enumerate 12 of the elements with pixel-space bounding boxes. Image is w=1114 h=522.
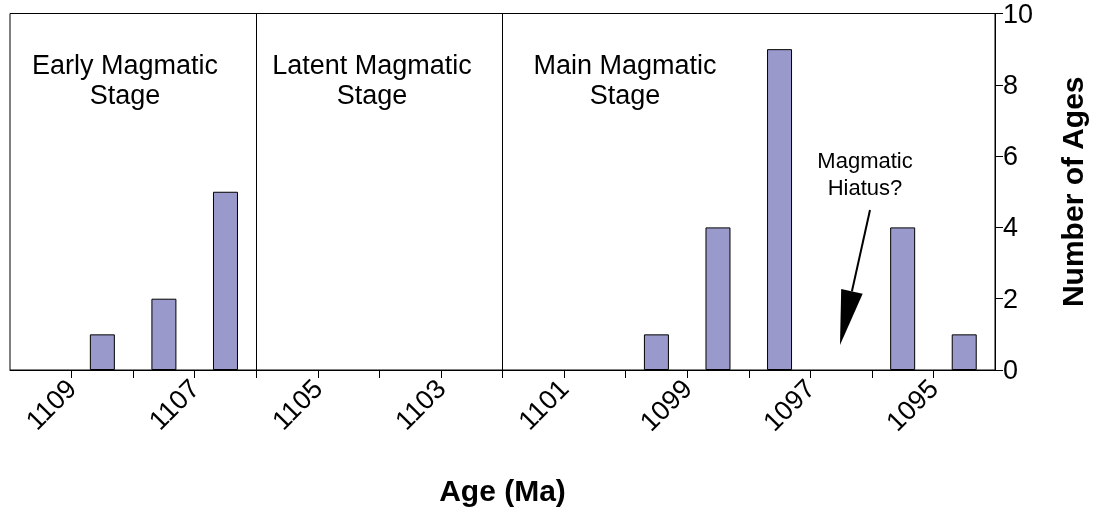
- y-tick-label: 4: [1003, 212, 1019, 243]
- x-axis-title: Age (Ma): [439, 473, 566, 507]
- y-tick-label: 2: [1003, 283, 1019, 314]
- y-tick-label: 6: [1003, 141, 1019, 172]
- y-axis-title: Number of Ages: [1055, 76, 1089, 308]
- y-tick-label: 8: [1003, 69, 1019, 100]
- annotation: Main Magmatic Stage: [533, 50, 717, 110]
- y-tick-label: 10: [1003, 0, 1034, 29]
- annotation: Latent Magmatic Stage: [272, 50, 472, 110]
- annotation: Early Magmatic Stage: [31, 50, 219, 110]
- y-tick-label: 0: [1003, 355, 1019, 385]
- annotation: Magmatic Hiatus?: [817, 148, 913, 200]
